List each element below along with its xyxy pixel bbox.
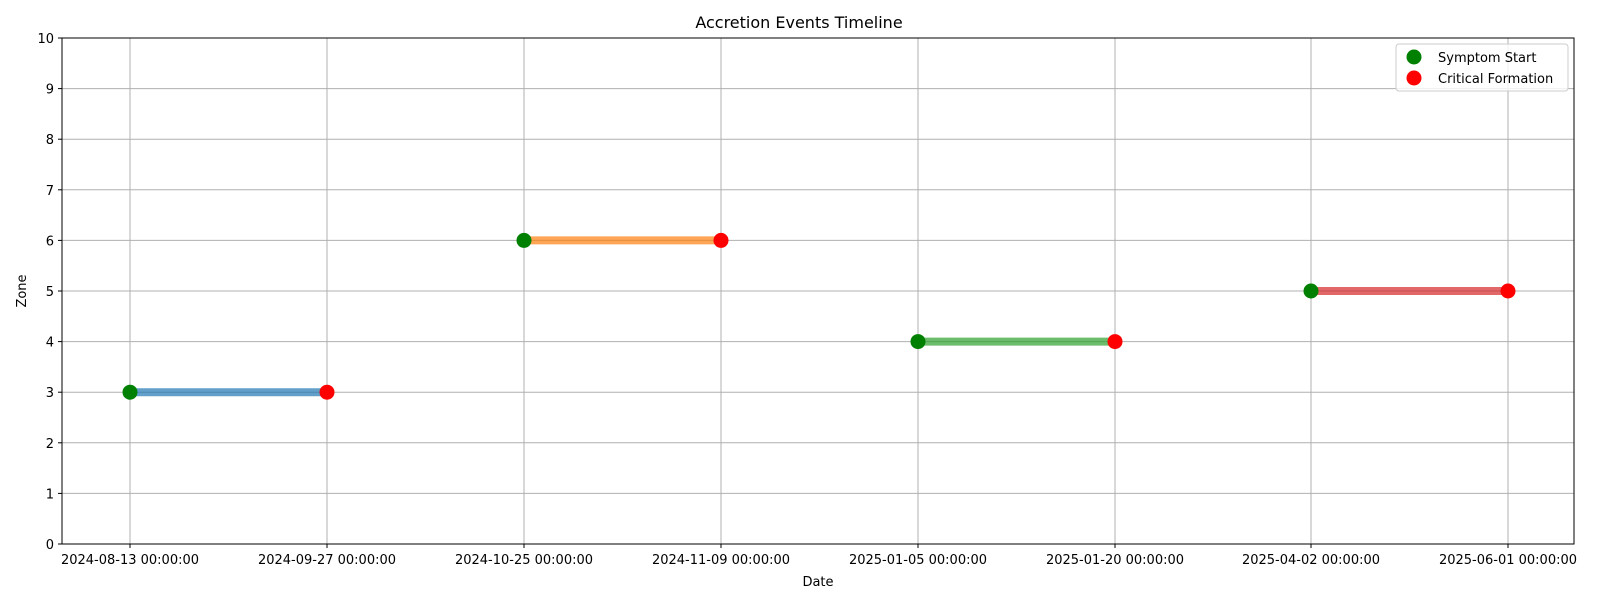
- legend-marker: [1406, 70, 1422, 86]
- symptom-start-point: [910, 334, 926, 350]
- symptom-start-point: [122, 384, 138, 400]
- critical-formation-point: [1107, 334, 1123, 350]
- event-points: [122, 232, 1516, 400]
- x-tick-label: 2024-09-27 00:00:00: [258, 553, 396, 568]
- x-tick-label: 2024-08-13 00:00:00: [61, 553, 199, 568]
- legend-marker: [1406, 49, 1422, 65]
- x-tick-label: 2024-11-09 00:00:00: [652, 553, 790, 568]
- symptom-start-point: [1303, 283, 1319, 299]
- legend-label: Critical Formation: [1438, 72, 1553, 87]
- x-tick-label: 2024-10-25 00:00:00: [455, 553, 593, 568]
- y-tick-label: 5: [46, 285, 54, 300]
- x-tick-label: 2025-04-02 00:00:00: [1242, 553, 1380, 568]
- chart-title: Accretion Events Timeline: [695, 13, 902, 32]
- y-tick-label: 8: [46, 133, 54, 148]
- x-axis-label: Date: [802, 575, 833, 590]
- legend: Symptom Start Critical Formation: [1395, 43, 1569, 92]
- x-axis-ticks: 2024-08-13 00:00:00 2024-09-27 00:00:00 20…: [61, 544, 1577, 568]
- y-tick-label: 4: [46, 336, 54, 351]
- critical-formation-point: [1500, 283, 1516, 299]
- event-bars: [130, 236, 1508, 397]
- y-tick-label: 3: [46, 386, 54, 401]
- y-tick-label: 0: [46, 538, 54, 553]
- y-axis-ticks: 0 1 2 3 4 5 6 7 8 9 10: [37, 32, 62, 553]
- y-tick-label: 7: [46, 184, 54, 199]
- critical-formation-point: [319, 384, 335, 400]
- x-tick-label: 2025-01-20 00:00:00: [1046, 553, 1184, 568]
- y-tick-label: 6: [46, 234, 54, 249]
- critical-formation-point: [713, 232, 729, 248]
- y-tick-label: 10: [37, 32, 54, 47]
- x-tick-label: 2025-06-01 00:00:00: [1439, 553, 1577, 568]
- legend-frame: [1395, 43, 1569, 92]
- symptom-start-point: [516, 232, 532, 248]
- y-tick-label: 2: [46, 437, 54, 452]
- y-axis-label: Zone: [15, 274, 30, 307]
- y-tick-label: 1: [46, 487, 54, 502]
- x-tick-label: 2025-01-05 00:00:00: [849, 553, 987, 568]
- legend-label: Symptom Start: [1438, 51, 1536, 66]
- y-tick-label: 9: [46, 83, 54, 98]
